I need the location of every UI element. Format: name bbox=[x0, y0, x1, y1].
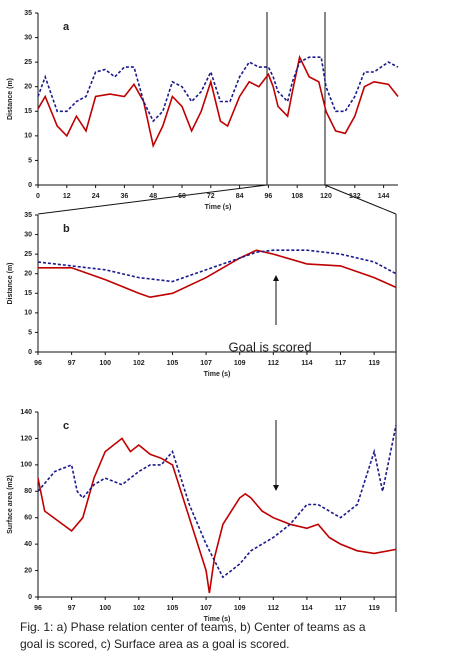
x-tick-label: 132 bbox=[349, 193, 361, 200]
y-tick-label: 20 bbox=[24, 567, 32, 574]
x-tick-label: 107 bbox=[200, 605, 212, 612]
x-tick-label: 12 bbox=[63, 193, 71, 200]
y-tick-label: 120 bbox=[20, 435, 32, 442]
y-tick-label: 30 bbox=[24, 231, 32, 238]
y-tick-label: 35 bbox=[24, 10, 32, 17]
x-tick-label: 112 bbox=[268, 605, 279, 612]
x-axis-label: Time (s) bbox=[205, 204, 232, 211]
y-tick-label: 15 bbox=[24, 108, 32, 115]
x-tick-label: 60 bbox=[178, 193, 186, 200]
x-tick-label: 109 bbox=[234, 605, 246, 612]
y-tick-label: 5 bbox=[28, 157, 32, 164]
annotation: Goal is scored bbox=[228, 339, 311, 354]
y-tick-label: 0 bbox=[28, 349, 32, 356]
x-axis-label: Time (s) bbox=[204, 371, 231, 378]
y-tick-label: 35 bbox=[24, 212, 32, 219]
y-tick-label: 60 bbox=[24, 515, 32, 522]
y-axis-label: Distance (m) bbox=[7, 262, 14, 304]
x-tick-label: 97 bbox=[68, 360, 76, 367]
x-tick-label: 108 bbox=[291, 193, 303, 200]
series-line bbox=[37, 425, 397, 579]
y-tick-label: 20 bbox=[24, 271, 32, 278]
x-tick-label: 84 bbox=[236, 193, 244, 200]
series-line bbox=[37, 56, 399, 123]
y-tick-label: 20 bbox=[24, 84, 32, 91]
x-tick-label: 72 bbox=[207, 193, 215, 200]
x-tick-label: 36 bbox=[121, 193, 129, 200]
panel-title: a bbox=[63, 21, 70, 33]
series-line bbox=[37, 249, 397, 283]
x-tick-label: 100 bbox=[99, 360, 111, 367]
x-tick-label: 48 bbox=[149, 193, 157, 200]
y-tick-label: 80 bbox=[24, 488, 32, 495]
y-tick-label: 10 bbox=[24, 310, 32, 317]
x-tick-label: 102 bbox=[133, 360, 145, 367]
y-tick-label: 15 bbox=[24, 290, 32, 297]
x-tick-label: 0 bbox=[36, 193, 40, 200]
caption-line: Fig. 1: a) Phase relation center of team… bbox=[20, 620, 366, 634]
caption-line: goal is scored, c) Surface area as a goa… bbox=[20, 637, 289, 651]
x-tick-label: 144 bbox=[378, 193, 390, 200]
y-tick-label: 25 bbox=[24, 59, 32, 66]
y-tick-label: 100 bbox=[20, 462, 32, 469]
x-tick-label: 105 bbox=[167, 605, 179, 612]
x-tick-label: 109 bbox=[234, 360, 246, 367]
x-tick-label: 117 bbox=[335, 605, 346, 612]
x-tick-label: 96 bbox=[34, 605, 42, 612]
panel-title: c bbox=[63, 420, 69, 432]
x-tick-label: 114 bbox=[301, 360, 312, 367]
x-tick-label: 119 bbox=[369, 605, 380, 612]
panel-title: b bbox=[63, 223, 70, 235]
y-tick-label: 10 bbox=[24, 133, 32, 140]
x-tick-label: 102 bbox=[133, 605, 145, 612]
x-tick-label: 100 bbox=[99, 605, 111, 612]
series-line bbox=[37, 54, 399, 149]
x-axis-label: Time (s) bbox=[204, 616, 231, 623]
y-axis-label: Surface area (m2) bbox=[7, 475, 14, 534]
x-tick-label: 24 bbox=[92, 193, 100, 200]
x-tick-label: 112 bbox=[268, 360, 279, 367]
x-tick-label: 117 bbox=[335, 360, 346, 367]
x-tick-label: 114 bbox=[301, 605, 312, 612]
y-tick-label: 5 bbox=[28, 329, 32, 336]
x-tick-label: 97 bbox=[68, 605, 76, 612]
x-tick-label: 119 bbox=[369, 360, 380, 367]
series-line bbox=[37, 437, 397, 594]
y-axis-label: Distance (m) bbox=[7, 78, 14, 120]
y-tick-label: 40 bbox=[24, 541, 32, 548]
y-tick-label: 30 bbox=[24, 34, 32, 41]
x-tick-label: 96 bbox=[265, 193, 273, 200]
x-tick-label: 105 bbox=[167, 360, 179, 367]
x-tick-label: 107 bbox=[200, 360, 212, 367]
y-tick-label: 0 bbox=[28, 182, 32, 189]
series-line bbox=[38, 249, 397, 299]
y-tick-label: 25 bbox=[24, 251, 32, 258]
x-tick-label: 96 bbox=[34, 360, 42, 367]
y-tick-label: 140 bbox=[20, 409, 32, 416]
connector-lines bbox=[37, 12, 397, 612]
y-tick-label: 0 bbox=[28, 594, 32, 601]
x-tick-label: 120 bbox=[320, 193, 332, 200]
